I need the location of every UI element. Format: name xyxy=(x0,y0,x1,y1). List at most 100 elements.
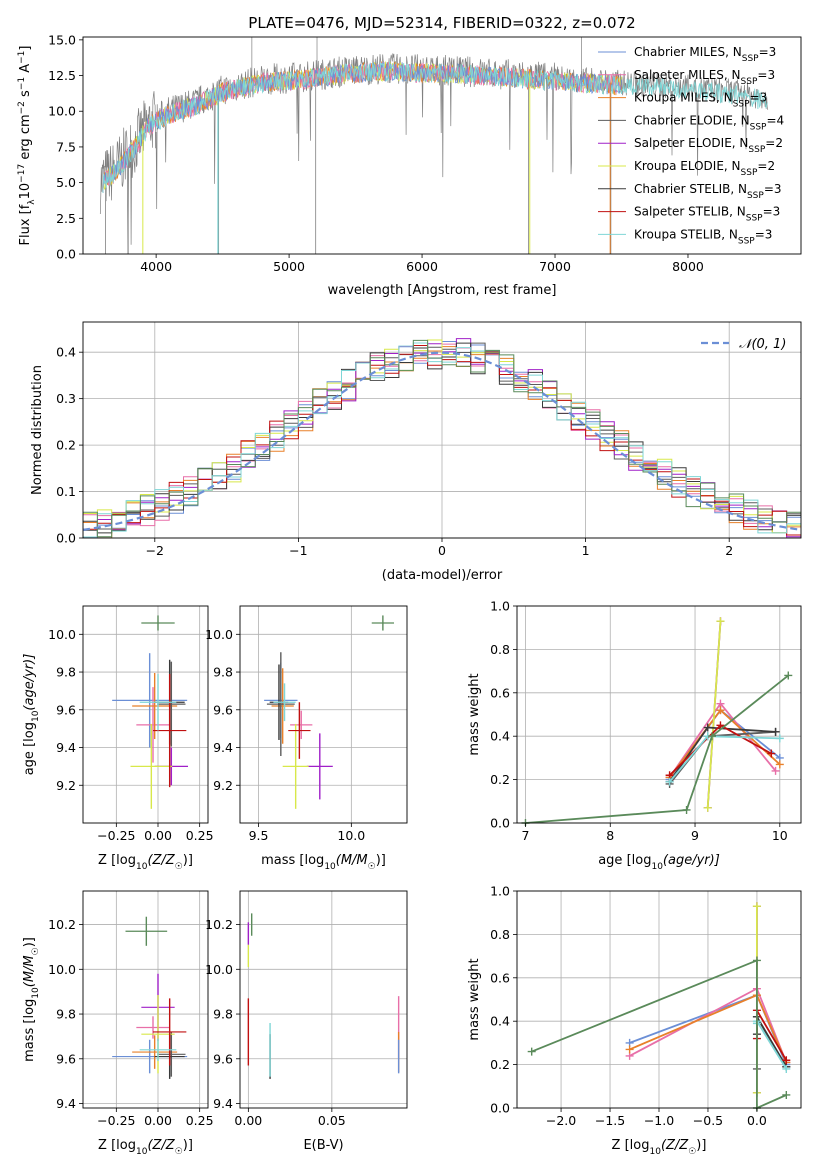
weight-line-extra-green xyxy=(531,959,787,1110)
x-tick-label: −1.5 xyxy=(595,1113,625,1128)
weight-marker xyxy=(707,732,716,741)
y-tick-label: 9.4 xyxy=(213,740,233,755)
mass-vs-ebv-panel: 0.00 0.05 9.4 9.6 9.8 10.0 10.2 E(B-V) xyxy=(205,890,408,1153)
y-tick-label: 10.0 xyxy=(48,627,76,642)
y-tick-label: 9.8 xyxy=(213,665,233,680)
weight-marker xyxy=(784,671,793,680)
y-axis-label: mass weight xyxy=(467,673,482,755)
x-tick-label: 9 xyxy=(691,828,699,843)
weight-line-salpeter-miles xyxy=(668,702,777,778)
weight-marker xyxy=(767,749,776,758)
y-tick-label: 0.0 xyxy=(490,816,510,831)
legend-label: Salpeter ELODIE, NSSP=2 xyxy=(634,136,783,155)
y-tick-label: 0.0 xyxy=(56,247,76,262)
legend-label: Salpeter STELIB, NSSP=3 xyxy=(634,205,780,224)
weight-marker xyxy=(703,723,712,732)
x-tick-label: −0.25 xyxy=(97,1113,135,1128)
y-tick-label: 0.2 xyxy=(490,772,510,787)
y-tick-label: 0.4 xyxy=(56,345,76,360)
y-tick-label: 9.4 xyxy=(56,1096,76,1111)
x-tick-label: 0.00 xyxy=(144,828,172,843)
histogram-extra-green xyxy=(83,339,801,538)
axes-frame xyxy=(239,605,408,824)
legend-label: Kroupa ELODIE, NSSP=2 xyxy=(634,159,775,178)
y-tick-label: 0.6 xyxy=(490,685,510,700)
x-tick-label: 10.0 xyxy=(337,828,365,843)
observed-spectrum xyxy=(99,53,769,254)
weight-marker xyxy=(771,727,780,736)
x-tick-label: 10 xyxy=(772,828,788,843)
weight-marker xyxy=(752,956,761,965)
legend-label: Chabrier ELODIE, NSSP=4 xyxy=(634,113,784,132)
axes-frame xyxy=(516,605,802,824)
legend-label: Kroupa MILES, NSSP=3 xyxy=(634,91,767,110)
y-axis-label: Normed distribution xyxy=(30,365,45,495)
weight-marker xyxy=(775,760,784,769)
y-tick-label: 9.6 xyxy=(56,702,76,717)
axes-frame xyxy=(82,605,209,824)
x-tick-label: 8000 xyxy=(672,259,704,274)
y-tick-label: 10.0 xyxy=(205,962,233,977)
x-axis-label: Z [log10(Z/Z☉)] xyxy=(612,1138,707,1157)
y-tick-label: 9.6 xyxy=(213,1051,233,1066)
legend-label: Chabrier STELIB, NSSP=3 xyxy=(634,182,782,201)
model-spectrum-chabrier-miles xyxy=(102,62,622,194)
x-tick-label: 0.05 xyxy=(318,1113,346,1128)
x-tick-label: 0.00 xyxy=(144,1113,172,1128)
x-tick-label: −1 xyxy=(289,543,307,558)
y-tick-label: 9.8 xyxy=(56,665,76,680)
x-tick-label: −1.0 xyxy=(644,1113,674,1128)
legend: Chabrier MILES, NSSP=3 Salpeter MILES, NS… xyxy=(598,45,784,246)
weight-marker xyxy=(716,706,725,715)
y-axis-label: mass [log10(M/M☉)] xyxy=(22,937,41,1062)
weight-marker xyxy=(716,721,725,730)
spectrum-lines xyxy=(99,37,769,254)
weight-line-extra-green xyxy=(525,674,789,824)
x-tick-label: 4000 xyxy=(140,259,172,274)
y-tick-label: 0.8 xyxy=(490,642,510,657)
legend-label: Chabrier MILES, NSSP=3 xyxy=(634,45,776,64)
x-axis-label: (data-model)/error xyxy=(382,568,503,583)
legend-label: Kroupa STELIB, NSSP=3 xyxy=(634,227,772,246)
mass-vs-Z-panel: −0.25 0.00 0.25 9.4 9.6 9.8 10.0 10.2 Z [log10(Z… xyxy=(22,890,214,1157)
weight-marker xyxy=(703,803,712,812)
y-axis-label: age [log10(age/yr)] xyxy=(22,654,41,776)
x-axis-label: mass [log10(M/M☉)] xyxy=(261,853,386,872)
y-tick-label: 10.0 xyxy=(48,104,76,119)
y-tick-label: 0.6 xyxy=(490,970,510,985)
y-tick-label: 0.8 xyxy=(490,927,510,942)
weight-marker xyxy=(775,734,784,743)
x-tick-label: 8 xyxy=(606,828,614,843)
x-tick-label: 5000 xyxy=(273,259,305,274)
x-axis-label: wavelength [Angstrom, rest frame] xyxy=(328,283,557,298)
weight-marker xyxy=(782,1056,791,1065)
weight-marker xyxy=(752,902,761,911)
legend-label: Salpeter MILES, NSSP=3 xyxy=(634,68,775,87)
y-tick-label: 0.2 xyxy=(490,1057,510,1072)
y-tick-label: 10.0 xyxy=(48,962,76,977)
weight-vs-age-panel: 7 8 9 10 0.0 0.2 0.4 0.6 0.8 1.0 age [log10(age/yr… xyxy=(467,599,802,872)
age-vs-Z-panel: −0.25 0.00 0.25 9.2 9.4 9.6 9.8 10.0 Z [log10(Z/… xyxy=(22,605,214,872)
y-tick-label: 9.4 xyxy=(56,740,76,755)
axes-frame xyxy=(82,36,802,255)
x-tick-label: 9.5 xyxy=(249,828,269,843)
weight-marker xyxy=(527,1047,536,1056)
y-tick-label: 9.8 xyxy=(56,1007,76,1022)
y-tick-label: 1.0 xyxy=(490,884,510,899)
x-tick-label: 6000 xyxy=(406,259,438,274)
residuals-panel: 𝒩(0, 1) −2 −1 0 1 2 0.0 0.1 0.2 0.3 0.4 (data-model… xyxy=(30,321,802,583)
y-tick-label: 0.2 xyxy=(56,438,76,453)
x-tick-label: 2 xyxy=(725,543,733,558)
axes-frame xyxy=(239,890,408,1109)
spectrum-panel: PLATE=0476, MJD=52314, FIBERID=0322, z=0… xyxy=(17,14,802,298)
y-tick-label: 12.5 xyxy=(48,68,76,83)
x-axis-label: E(B-V) xyxy=(303,1138,343,1153)
x-axis-label: age [log10(age/yr)] xyxy=(598,853,720,872)
y-tick-label: 0.3 xyxy=(56,391,76,406)
x-tick-label: 0.25 xyxy=(186,828,214,843)
y-tick-label: 9.8 xyxy=(213,1007,233,1022)
y-tick-label: 2.5 xyxy=(56,211,76,226)
y-tick-label: 0.4 xyxy=(490,729,510,744)
y-tick-label: 0.4 xyxy=(490,1014,510,1029)
y-tick-label: 9.2 xyxy=(213,778,233,793)
